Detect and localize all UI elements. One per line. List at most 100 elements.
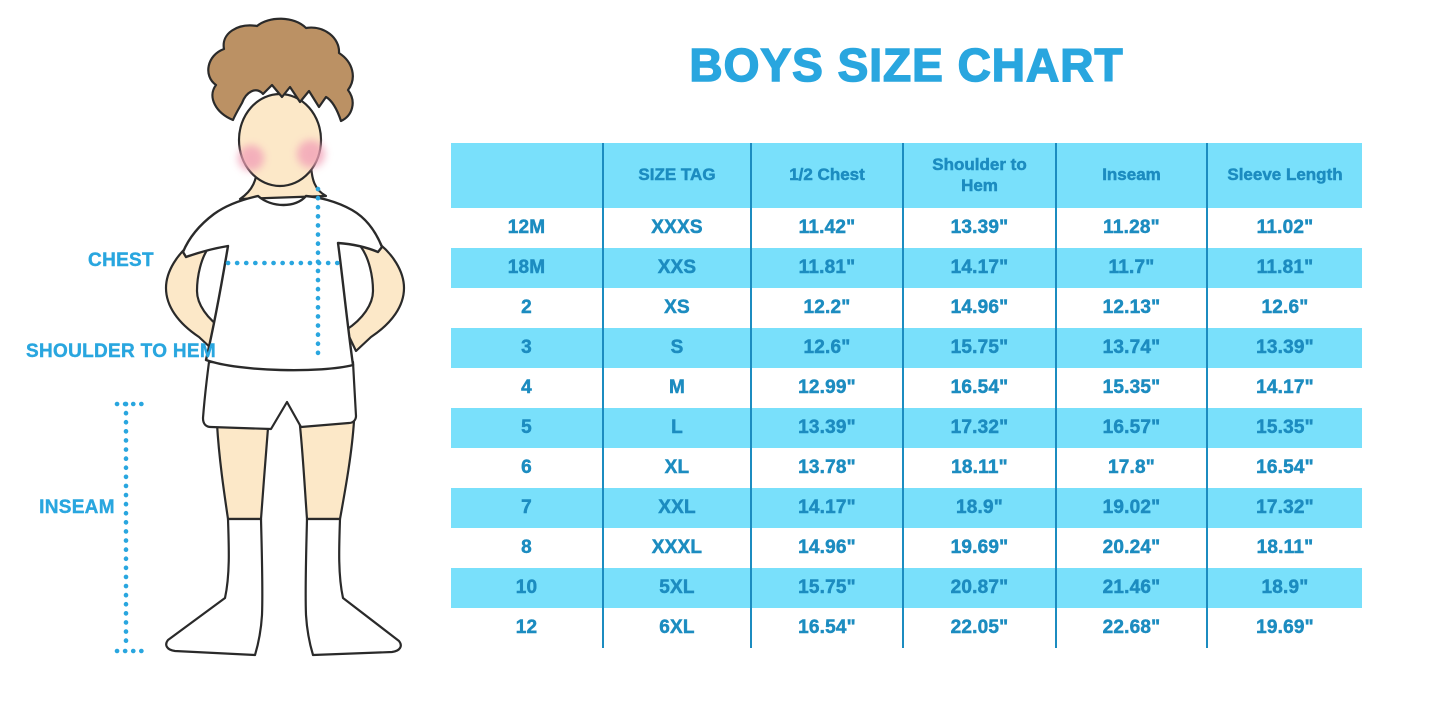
inseam-label: INSEAM [39, 497, 115, 518]
left-leg-shape [215, 422, 270, 521]
table-cell: 10 [515, 577, 538, 599]
table-cell: 12.99" [750, 368, 903, 408]
table-cell: 15.75" [750, 568, 903, 608]
table-cell: 14.96" [902, 288, 1056, 328]
size-table-header: SIZE TAG 1/2 Chest Shoulder to Hem Insea… [451, 143, 1362, 208]
table-cell: 13.39" [750, 408, 903, 448]
table-cell: 18.9" [1206, 568, 1362, 608]
table-cell: 18.11" [902, 448, 1056, 488]
table-cell: 4 [521, 377, 532, 399]
blush-left [238, 145, 264, 171]
table-cell: 3 [521, 337, 532, 359]
table-cell: 5XL [602, 568, 751, 608]
table-cell: XXL [602, 488, 751, 528]
table-cell: 18.11" [1206, 528, 1362, 568]
table-cell: 2 [521, 297, 532, 319]
table-cell: XXXS [602, 208, 751, 248]
boy-figure-illustration [0, 0, 450, 723]
table-row: 8 XXXL 14.96" 19.69" 20.24" 18.11" [451, 528, 1362, 568]
table-cell: 20.87" [902, 568, 1056, 608]
table-cell: 19.69" [902, 528, 1056, 568]
right-arm-shape [344, 240, 406, 353]
table-cell: 7 [521, 497, 532, 519]
table-cell: XL [602, 448, 751, 488]
boy-figure-svg [114, 17, 406, 657]
table-cell: 17.32" [1206, 488, 1362, 528]
table-cell: XS [602, 288, 751, 328]
table-cell: S [602, 328, 751, 368]
table-cell: 22.68" [1055, 608, 1207, 648]
header-cell-sleeve-length: Sleeve Length [1206, 143, 1362, 208]
table-cell: 16.57" [1055, 408, 1207, 448]
chest-label: CHEST [88, 250, 154, 271]
table-cell: 6XL [602, 608, 751, 648]
size-table: SIZE TAG 1/2 Chest Shoulder to Hem Insea… [451, 143, 1362, 648]
table-row: 2 XS 12.2" 14.96" 12.13" 12.6" [451, 288, 1362, 328]
page-title: BOYS SIZE CHART [689, 38, 1124, 92]
table-cell: 14.96" [750, 528, 903, 568]
header-cell-shoulder-to-hem: Shoulder to Hem [902, 143, 1056, 208]
table-cell: 14.17" [902, 248, 1056, 288]
table-cell: 18M [507, 257, 546, 279]
tshirt-shape [181, 194, 384, 372]
table-cell: 12 [515, 617, 538, 639]
table-cell: 15.35" [1055, 368, 1207, 408]
table-cell: 14.17" [1206, 368, 1362, 408]
table-cell: 15.75" [902, 328, 1056, 368]
table-cell: 11.81" [1206, 248, 1362, 288]
shoulder-to-hem-label: SHOULDER TO HEM [26, 341, 216, 362]
table-cell: 18.9" [902, 488, 1056, 528]
table-cell: 21.46" [1055, 568, 1207, 608]
table-cell: 11.7" [1055, 248, 1207, 288]
right-leg-shape [298, 419, 356, 521]
table-cell: L [602, 408, 751, 448]
table-cell: 16.54" [1206, 448, 1362, 488]
table-cell: 5 [521, 417, 532, 439]
header-cell-inseam: Inseam [1055, 143, 1207, 208]
table-row: 18M XXS 11.81" 14.17" 11.7" 11.81" [451, 248, 1362, 288]
table-cell: 22.05" [902, 608, 1056, 648]
table-cell: 12.13" [1055, 288, 1207, 328]
table-row: 6 XL 13.78" 18.11" 17.8" 16.54" [451, 448, 1362, 488]
table-cell: 12.6" [1206, 288, 1362, 328]
face-shape [237, 92, 323, 188]
table-cell: 13.74" [1055, 328, 1207, 368]
table-cell: 13.39" [902, 208, 1056, 248]
table-cell: 17.8" [1055, 448, 1207, 488]
table-cell: 16.54" [750, 608, 903, 648]
blush-right [297, 140, 325, 168]
hair-shape [207, 17, 354, 123]
table-cell: 11.28" [1055, 208, 1207, 248]
table-cell: 13.78" [750, 448, 903, 488]
table-cell: 12.2" [750, 288, 903, 328]
table-cell: 14.17" [750, 488, 903, 528]
table-row: 5 L 13.39" 17.32" 16.57" 15.35" [451, 408, 1362, 448]
table-cell: 20.24" [1055, 528, 1207, 568]
shorts-shape [201, 360, 358, 431]
table-cell: 13.39" [1206, 328, 1362, 368]
table-cell: 12.6" [750, 328, 903, 368]
table-cell: 11.81" [750, 248, 903, 288]
table-row: 7 XXL 14.17" 18.9" 19.02" 17.32" [451, 488, 1362, 528]
table-row: 3 S 12.6" 15.75" 13.74" 13.39" [451, 328, 1362, 368]
table-row: 4 M 12.99" 16.54" 15.35" 14.17" [451, 368, 1362, 408]
table-cell: 8 [521, 537, 532, 559]
header-cell-size [451, 143, 603, 208]
size-table-body: 12M XXXS 11.42" 13.39" 11.28" 11.02" 18M XXS 11.… [451, 208, 1362, 648]
header-row: SIZE TAG 1/2 Chest Shoulder to Hem Insea… [451, 143, 1362, 208]
table-cell: 19.02" [1055, 488, 1207, 528]
left-sock-shape [165, 517, 264, 657]
table-cell: 12M [507, 217, 546, 239]
table-cell: XXXL [602, 528, 751, 568]
right-sock-shape [304, 517, 402, 657]
header-cell-size-tag: SIZE TAG [602, 143, 751, 208]
header-cell-half-chest: 1/2 Chest [750, 143, 903, 208]
table-cell: 11.42" [750, 208, 903, 248]
table-cell: 19.69" [1206, 608, 1362, 648]
table-row: 10 5XL 15.75" 20.87" 21.46" 18.9" [451, 568, 1362, 608]
table-cell: 6 [521, 457, 532, 479]
table-cell: 16.54" [902, 368, 1056, 408]
table-cell: 15.35" [1206, 408, 1362, 448]
table-cell: XXS [602, 248, 751, 288]
